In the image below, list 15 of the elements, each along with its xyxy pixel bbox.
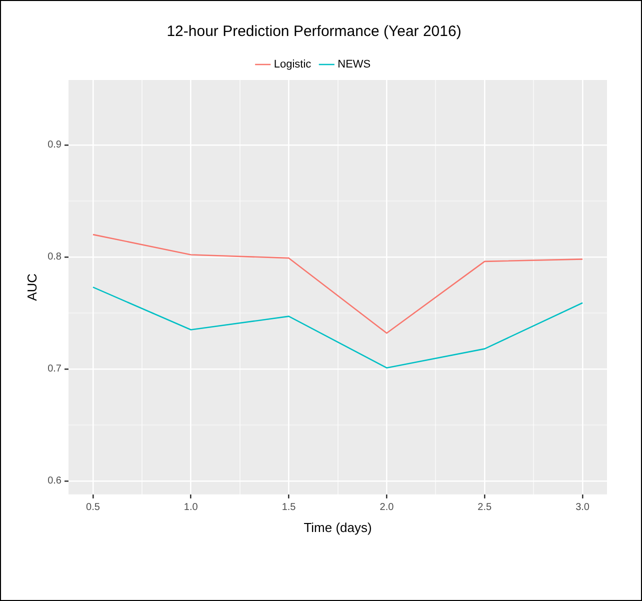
x-tick-label: 3.0 <box>576 502 590 514</box>
legend-label: NEWS <box>338 58 371 71</box>
legend-label: Logistic <box>274 58 312 71</box>
x-tick-label: 2.0 <box>380 502 394 514</box>
x-tick-label: 1.5 <box>282 502 296 514</box>
y-tick-label: 0.6 <box>48 476 62 487</box>
y-tick-label: 0.7 <box>48 364 62 375</box>
x-tick-label: 2.5 <box>478 502 492 514</box>
y-tick-label: 0.8 <box>48 252 62 263</box>
x-tick-label: 1.0 <box>184 502 198 514</box>
y-axis-title: AUC <box>24 273 40 301</box>
x-tick-label: 0.5 <box>86 502 100 514</box>
y-tick-label: 0.9 <box>48 140 62 151</box>
chart-title: 12-hour Prediction Performance (Year 2016) <box>166 23 462 40</box>
x-axis-title: Time (days) <box>304 520 372 535</box>
